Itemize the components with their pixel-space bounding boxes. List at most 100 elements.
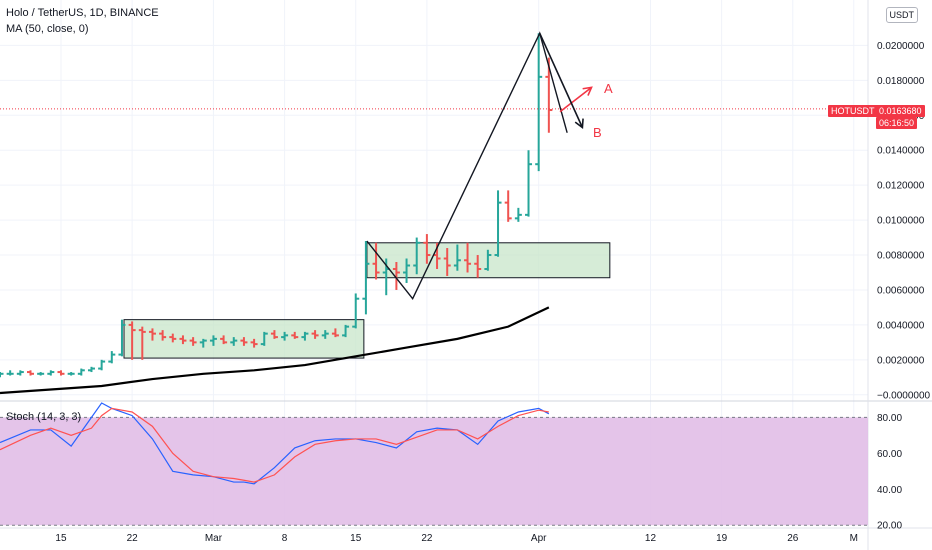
stoch-panel: [0, 416, 868, 526]
ohlc-bar: [270, 330, 278, 339]
ohlc-bar: [16, 370, 24, 376]
ohlc-bar: [209, 335, 217, 346]
ohlc-bar: [514, 207, 522, 222]
ohlc-bar: [26, 370, 34, 376]
time-tick-label: M: [850, 533, 858, 544]
price-tick-label: 0.0200000: [877, 41, 925, 52]
time-tick-label: 22: [127, 533, 139, 544]
time-tick-label: Mar: [205, 533, 223, 544]
time-tick-label: Apr: [531, 533, 547, 544]
time-tick-label: 8: [282, 533, 288, 544]
ohlc-bar: [199, 338, 207, 348]
time-tick-label: 12: [645, 533, 657, 544]
ohlc-bar: [372, 242, 380, 280]
price-tick-label: 0.0180000: [877, 76, 925, 87]
ohlc-bar: [504, 190, 512, 222]
ohlc-bar: [189, 337, 197, 346]
ohlc-bar: [403, 258, 411, 283]
ohlc-bar: [220, 335, 228, 345]
annotation-label-b: B: [593, 125, 602, 140]
ohlc-bar: [291, 331, 299, 339]
ohlc-bar: [413, 237, 421, 275]
price-axis[interactable]: 0.02000000.01800000.01600000.01400000.01…: [877, 41, 931, 401]
consolidation-box-1[interactable]: [123, 319, 365, 359]
ohlc-bar: [98, 359, 106, 371]
ohlc-bar: [138, 326, 146, 360]
ohlc-bar: [342, 324, 350, 338]
ohlc-bar: [474, 255, 482, 278]
arrow-a[interactable]: [559, 86, 593, 113]
stoch-tick-label: 80.00: [877, 413, 902, 424]
ohlc-bar: [47, 370, 55, 376]
ohlc-bar: [230, 337, 238, 346]
ma-line: [0, 306, 550, 395]
stoch-band: [0, 417, 868, 526]
ohlc-bar: [148, 328, 156, 341]
time-tick-label: 15: [55, 533, 67, 544]
ohlc-bar: [6, 370, 14, 376]
stoch-axis[interactable]: 80.00 60.00 40.00 20.00: [877, 413, 902, 532]
ohlc-bar: [57, 370, 65, 376]
ohlc-bar: [484, 249, 492, 271]
ohlc-bar: [494, 190, 502, 257]
symbol-title: Holo / TetherUS, 1D, BINANCE: [6, 7, 159, 19]
ohlc-bar: [169, 333, 177, 343]
stoch-line-d: [0, 407, 549, 483]
consolidation-boxes[interactable]: [123, 242, 611, 359]
ohlc-bar: [362, 241, 370, 315]
time-tick-label: 15: [350, 533, 362, 544]
ohlc-bar: [240, 337, 248, 346]
ohlc-bar: [67, 372, 75, 376]
time-tick-label: 19: [716, 533, 728, 544]
price-badge-ticker: HOTUSDT: [828, 105, 878, 117]
drawings[interactable]: [366, 31, 593, 301]
stoch-legend: Stoch (14, 3, 3): [6, 411, 82, 423]
ohlc-bar: [250, 338, 258, 348]
arrow-b[interactable]: [538, 32, 584, 128]
price-tick-label: 0.0140000: [877, 146, 925, 157]
ma-legend: MA (50, close, 0): [6, 23, 89, 35]
currency-button[interactable]: USDT: [885, 7, 918, 23]
ohlc-bar: [118, 319, 126, 357]
zigzag-path[interactable]: [366, 31, 568, 301]
price-badge-price: 0.0163680: [876, 105, 925, 117]
ohlc-bar: [281, 331, 289, 341]
ohlc-bar: [311, 330, 319, 339]
ohlc-series: [0, 33, 868, 378]
time-tick-label: 22: [421, 533, 433, 544]
price-tick-label: 0.0060000: [877, 285, 925, 296]
time-tick-label: 26: [787, 533, 799, 544]
ohlc-bar: [128, 321, 136, 360]
ohlc-bar: [453, 244, 461, 271]
price-tick-label: 0.0120000: [877, 181, 925, 192]
price-badge-countdown: 06:16:50: [876, 117, 918, 129]
ohlc-bar: [87, 366, 95, 373]
ohlc-bar: [545, 57, 553, 133]
ohlc-bar: [535, 33, 543, 172]
ohlc-bar: [301, 331, 309, 341]
arrow-a-head: [582, 86, 593, 96]
ohlc-bar: [260, 331, 268, 346]
ohlc-bar: [321, 330, 329, 339]
stoch-tick-label: 20.00: [877, 521, 902, 532]
ohlc-bar: [423, 234, 431, 264]
ohlc-bar: [352, 293, 360, 329]
stoch-line-k: [0, 402, 550, 485]
ohlc-bar: [159, 330, 167, 341]
stoch-tick-label: 40.00: [877, 485, 902, 496]
ohlc-bar: [331, 328, 339, 338]
time-axis[interactable]: 15 22 Mar 8 15 22 Apr 12 19 26 M: [55, 533, 858, 544]
annotation-label-a: A: [604, 81, 613, 96]
ohlc-bar: [179, 335, 187, 345]
stoch-tick-label: 60.00: [877, 449, 902, 460]
ohlc-bar: [525, 150, 533, 217]
stoch-lines: [0, 402, 550, 485]
ohlc-bar: [108, 351, 116, 364]
price-tick-label: −0.0000000: [877, 390, 931, 401]
ohlc-bar: [443, 248, 451, 276]
moving-average: [0, 306, 550, 395]
price-tick-label: 0.0040000: [877, 320, 925, 331]
ohlc-bar: [392, 262, 400, 290]
ohlc-bar: [0, 372, 4, 378]
